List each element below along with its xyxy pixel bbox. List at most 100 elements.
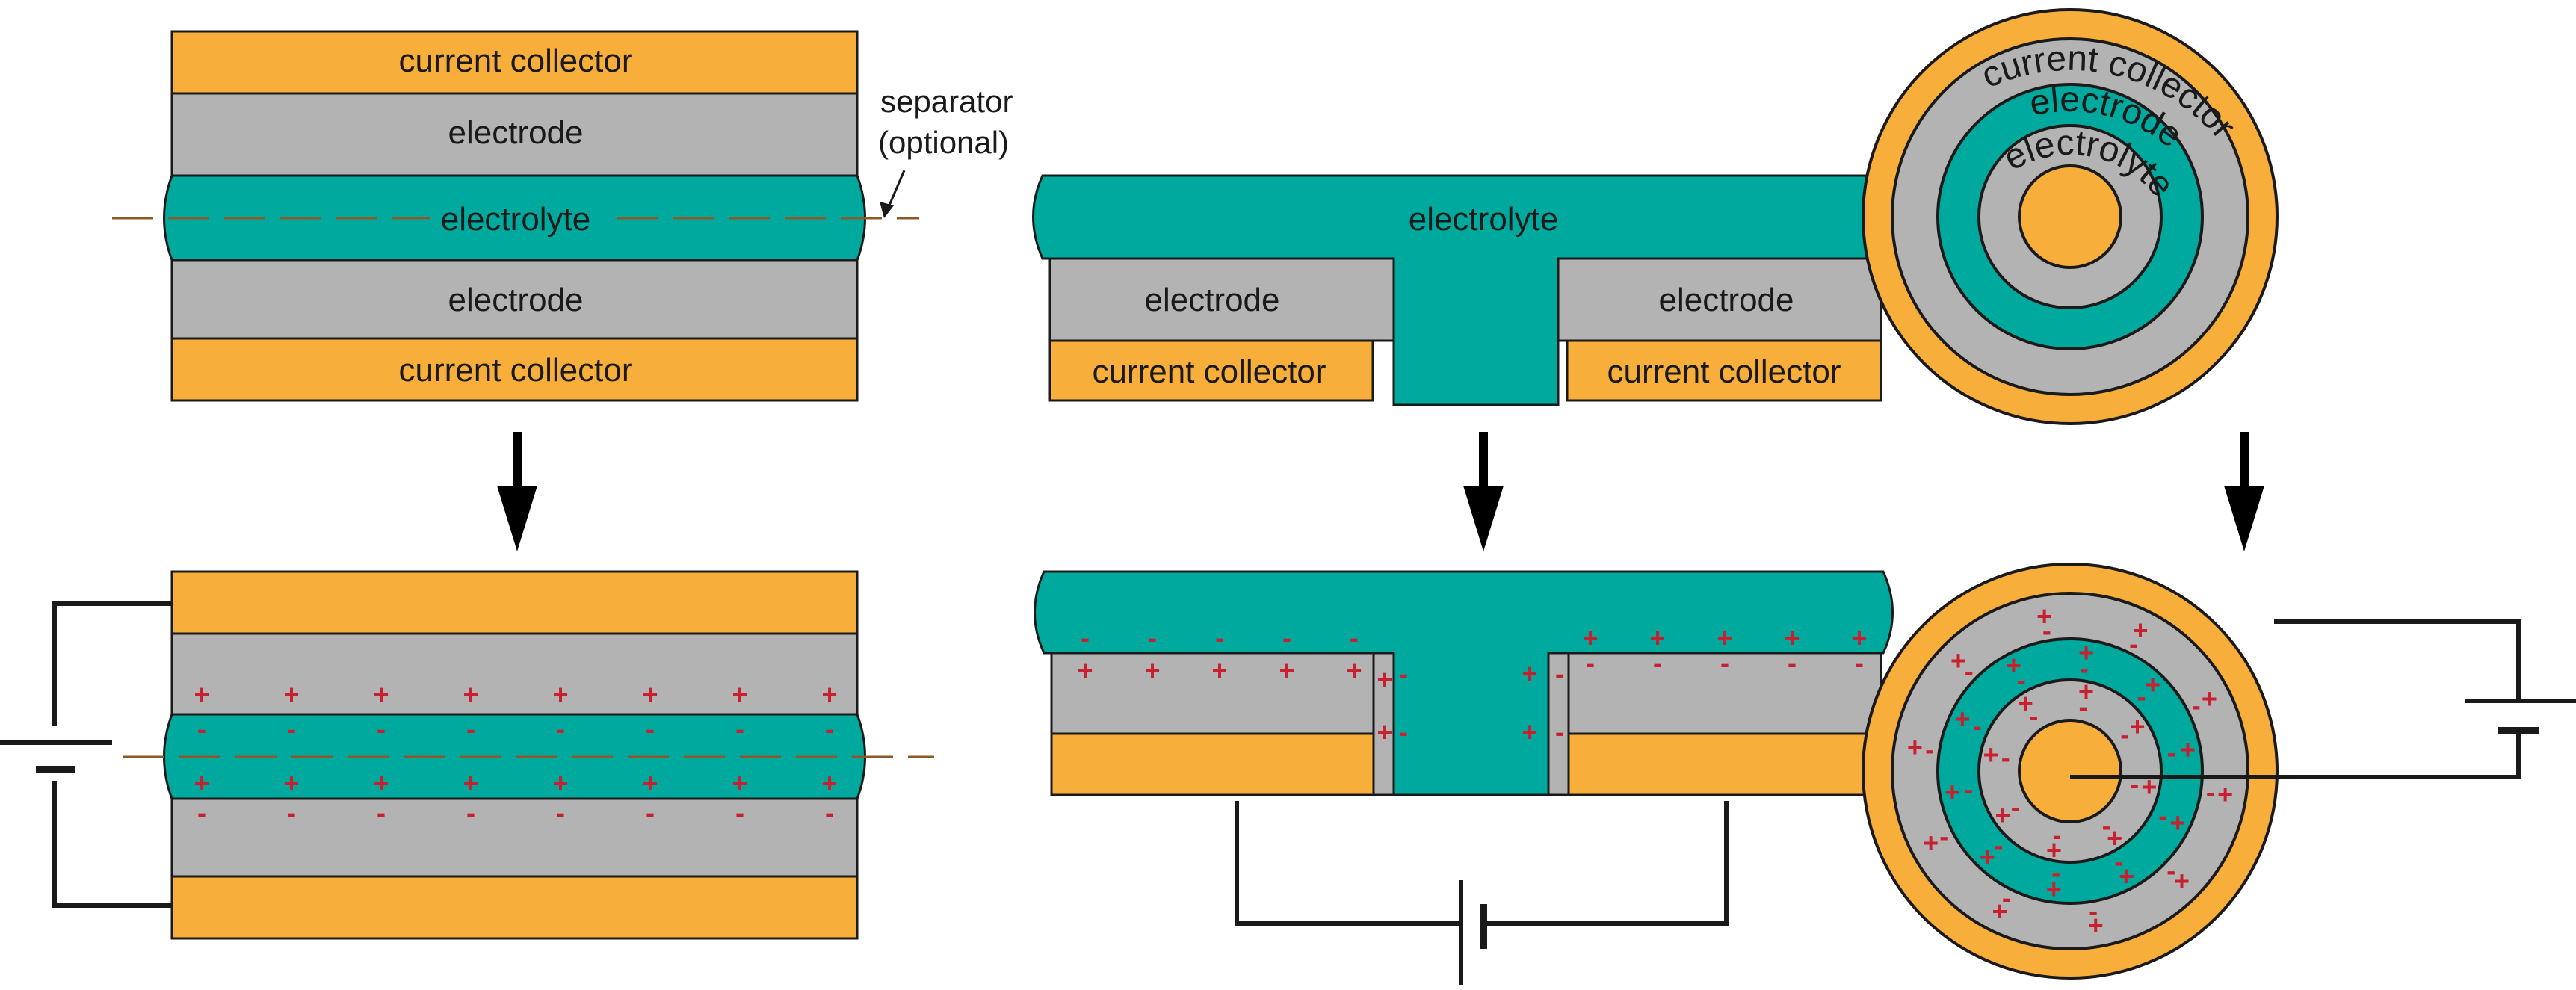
charge-minus: - — [377, 797, 386, 828]
charge-plus: + — [194, 767, 209, 798]
stacked-panel-charged: +-+-+-+-+-+-+-+-+-+-+-+-+-+-+-+- — [0, 570, 934, 940]
inter-left-collector — [1048, 339, 1374, 402]
charge-minus: - — [825, 797, 834, 828]
charge-minus: - — [2001, 743, 2010, 773]
charge-plus: + — [2088, 910, 2104, 941]
charge-minus: - — [1586, 648, 1595, 678]
down-arrow-2 — [1463, 432, 1504, 551]
charge-minus: - — [646, 714, 655, 744]
charge-plus: + — [283, 679, 299, 710]
interdigitated-panel-before: electrolyte electrode electrode current … — [1032, 174, 1894, 406]
inter-left-collector-label: current collector — [1092, 353, 1326, 390]
interdigitated-panel-charged: -+-+-+-+-++-+-+-+-+-+ -+ -+ -+ - — [1034, 570, 1894, 985]
charge-minus: - — [2002, 882, 2011, 913]
charge-plus: + — [2018, 688, 2033, 719]
charge-plus: + — [1582, 622, 1598, 653]
inter-charged-electrolyte — [1034, 570, 1894, 796]
cylindrical-panel-before: current collector electrode electrolyte — [1862, 8, 2279, 425]
charge-plus: + — [373, 679, 389, 710]
charge-plus: + — [2119, 861, 2134, 891]
charge-plus: + — [2170, 808, 2186, 838]
charge-plus: + — [463, 679, 478, 710]
inter-electrolyte-label: electrolyte — [1409, 201, 1559, 238]
charge-plus: + — [1717, 622, 1732, 653]
bottom-current-collector — [170, 337, 859, 402]
bottom-current-collector-label: current collector — [398, 352, 632, 389]
charge-minus: - — [197, 714, 206, 744]
charge-plus: + — [1980, 842, 1995, 873]
stacked-panel-before: current collector electrode electrolyte … — [112, 30, 1013, 402]
charge-minus: - — [2137, 681, 2146, 711]
inter-right-collector — [1566, 339, 1882, 402]
charge-minus: - — [2042, 616, 2051, 646]
charge-plus: + — [1077, 655, 1093, 686]
charge-minus: - — [466, 797, 475, 828]
charge-plus: + — [732, 767, 747, 798]
charge-minus: - — [2080, 653, 2089, 684]
charge-plus: + — [283, 767, 299, 798]
charge-minus: - — [287, 714, 296, 744]
charge-minus: - — [2053, 820, 2062, 850]
charge-plus: + — [642, 767, 658, 798]
down-arrow-1 — [497, 432, 537, 551]
inter-right-electrode-label: electrode — [1658, 282, 1794, 318]
separator-label-line2: (optional) — [878, 125, 1009, 160]
charge-minus: - — [1148, 622, 1157, 653]
charge-minus: - — [1995, 830, 2004, 861]
charge-plus: + — [1377, 717, 1392, 747]
charge-plus: + — [1945, 776, 1960, 807]
charge-plus: + — [1950, 646, 1966, 676]
cylindrical-panel-charged: ++++++++ ++-------- --+++++++ +++------- ---… — [1862, 563, 2576, 980]
charge-minus: - — [2102, 810, 2111, 841]
charge-plus: + — [1211, 655, 1227, 686]
charge-minus: - — [2206, 776, 2215, 807]
charge-plus: + — [1649, 622, 1665, 653]
charge-minus: - — [556, 714, 565, 744]
charge-plus: + — [2036, 601, 2052, 631]
inter-right-collector-label: current collector — [1607, 353, 1841, 390]
charge-minus: - — [735, 714, 744, 744]
charge-minus: - — [2011, 792, 2020, 823]
charge-plus: + — [373, 767, 389, 798]
inter-charged-right-electrode — [1547, 652, 1882, 735]
charge-minus: - — [2167, 737, 2176, 768]
charge-minus: - — [1081, 622, 1090, 653]
charge-plus: + — [821, 679, 837, 710]
inter-charged-left-collector — [1050, 732, 1375, 796]
interdigitated-battery-circuit — [1235, 801, 1729, 985]
charge-minus: - — [2089, 895, 2098, 926]
charge-plus: + — [1907, 732, 1923, 763]
charge-plus: + — [463, 767, 478, 798]
charge-minus: - — [1653, 648, 1662, 678]
cyl-inner-collector — [2018, 164, 2122, 269]
charge-minus: - — [1973, 711, 1982, 741]
charge-minus: - — [197, 797, 206, 828]
charge-plus: + — [642, 679, 658, 710]
inter-left-electrode-label: electrode — [1144, 282, 1279, 318]
bottom-electrode-label: electrode — [448, 282, 583, 318]
charge-plus: + — [1377, 664, 1392, 695]
charge-minus: - — [1555, 658, 1564, 689]
charge-plus: + — [1992, 896, 2007, 926]
charge-plus: + — [2006, 650, 2021, 681]
charge-plus: + — [194, 679, 209, 710]
charge-minus: - — [735, 797, 744, 828]
top-electrode — [170, 92, 859, 177]
cylindrical-battery-circuit — [2070, 619, 2576, 779]
charge-plus: + — [1522, 717, 1537, 747]
charge-plus: + — [2145, 669, 2160, 700]
charge-minus: - — [2130, 769, 2139, 799]
charge-plus: + — [1279, 655, 1294, 686]
charge-minus: - — [1855, 648, 1864, 678]
charge-minus: - — [1282, 622, 1291, 653]
charge-minus: - — [646, 797, 655, 828]
charge-minus: - — [1555, 717, 1564, 747]
charged-bottom-collector — [170, 875, 859, 940]
interdigitated-charge-markers: -+-+-+-+-++-+-+-+-+-+ -+ -+ -+ - — [1077, 622, 1867, 747]
charge-plus: + — [2078, 676, 2094, 707]
charge-minus: - — [1720, 648, 1729, 678]
charged-top-electrode — [170, 632, 859, 716]
charge-minus: - — [1399, 717, 1408, 747]
charge-minus: - — [2079, 691, 2088, 722]
